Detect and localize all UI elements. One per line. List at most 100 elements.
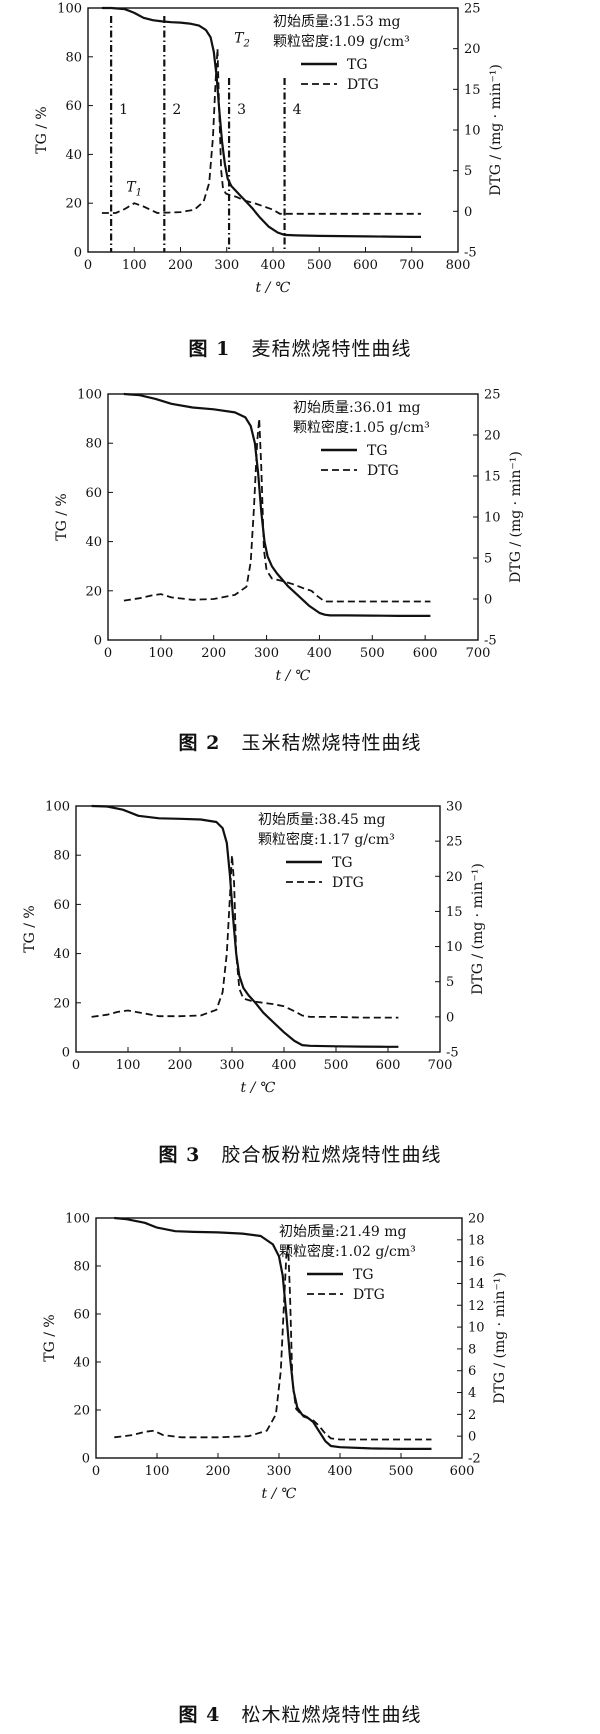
chart-4-x-tick-label: 500 [389, 1464, 414, 1479]
chart-1-x-tick-label: 800 [446, 258, 471, 273]
chart-1-y-tick-label: 40 [65, 148, 82, 163]
chart-1-y-tick-label: 20 [65, 197, 82, 212]
chart-2-y2-tick-label: 10 [484, 511, 501, 526]
chart-3-svg: 0 100 200 300 400 500 600 700 0 20 40 60 80 100 -5 0 5 10… [22, 800, 486, 1097]
chart-1-x-axis-label: t / ℃ [256, 280, 291, 296]
chart-3-y-tick-label: 60 [53, 898, 70, 913]
chart-2-y-tick-label: 80 [85, 437, 102, 452]
chart-2-y-tick-label: 60 [85, 486, 102, 501]
chart-1-x-tick-label: 400 [261, 258, 286, 273]
chart-1-svg: 0 100 200 300 400 500 600 700 800 0 20 40 60 80 100 -5 0… [34, 2, 504, 297]
chart-3-series-tg-line [91, 804, 399, 1048]
chart-3-x-tick-label: 700 [428, 1058, 453, 1073]
chart-3-x-tick-label: 200 [168, 1058, 193, 1073]
chart-1-y2-tick-label: 0 [464, 205, 472, 220]
chart-2-series-dtg-line [123, 417, 431, 603]
chart-1-x-tick-label: 600 [353, 258, 378, 273]
chart-1-peak-label-sub: 1 [136, 188, 142, 199]
chart-2-y2-tick-label: 0 [484, 593, 492, 608]
chart-1-caption-num: 图 1 [188, 338, 231, 360]
chart-4-y2-tick-label: 14 [468, 1277, 485, 1292]
chart-panel-2: 0 100 200 300 400 500 600 700 0 20 40 60 80 100 -5 0 5 10… [0, 380, 600, 790]
chart-3-y2-tick-label: 0 [446, 1010, 454, 1025]
chart-3-y2-tick-label: 20 [446, 870, 463, 885]
chart-2-y-tick-label: 100 [77, 388, 102, 403]
chart-2-legend-label-dtg: DTG [367, 463, 399, 479]
chart-4-y2-tick-label: -2 [468, 1452, 481, 1467]
chart-3-x-tick-label: 0 [72, 1058, 80, 1073]
chart-2-caption-num: 图 2 [178, 732, 221, 754]
chart-4-y2-tick-label: 6 [468, 1364, 476, 1379]
chart-2-y-tick-label: 0 [94, 634, 102, 649]
chart-1-y-tick-label: 80 [65, 50, 82, 65]
chart-3-y-tick-label: 20 [53, 996, 70, 1011]
chart-panel-3: 0 100 200 300 400 500 600 700 0 20 40 60 80 100 -5 0 5 10… [0, 790, 600, 1200]
chart-1-y2-tick-label: 5 [464, 164, 472, 179]
chart-3-y2-tick-label: 15 [446, 905, 463, 920]
chart-1-y2-tick-label: 15 [464, 83, 481, 98]
chart-2-x-tick-label: 200 [201, 646, 226, 661]
chart-1-peak-label: T1 [126, 180, 142, 199]
chart-2-y-axis-label: TG / % [54, 493, 70, 540]
chart-2-annotation: 颗粒密度:1.05 g/cm³ [293, 419, 430, 436]
chart-1-y-tick-label: 60 [65, 99, 82, 114]
chart-1-x-tick-label: 300 [214, 258, 239, 273]
chart-4-y2-tick-label: 0 [468, 1430, 476, 1445]
chart-3-y-axis-label: TG / % [22, 905, 38, 952]
chart-1-x-tick-label: 100 [122, 258, 147, 273]
chart-1-y2-tick-label: 25 [464, 2, 481, 17]
chart-1-peak-label: T2 [234, 31, 250, 50]
chart-1-y2-axis-label: DTG / (mg · min⁻¹) [488, 64, 504, 196]
chart-3-series-dtg-line [91, 854, 399, 1019]
chart-2-legend-label-tg: TG [367, 443, 388, 459]
chart-2-caption: 图 2 玉米秸燃烧特性曲线 [0, 728, 600, 755]
chart-4-x-tick-label: 300 [267, 1464, 292, 1479]
chart-2-y2-tick-label: 15 [484, 470, 501, 485]
chart-4-y2-tick-label: 18 [468, 1233, 485, 1248]
chart-2-y-tick-label: 40 [85, 535, 102, 550]
chart-1-legend-label-dtg: DTG [347, 77, 379, 93]
chart-4-annotation: 初始质量:21.49 mg [279, 1223, 407, 1240]
chart-3-x-tick-label: 100 [116, 1058, 141, 1073]
chart-1-annotation: 颗粒密度:1.09 g/cm³ [273, 33, 410, 50]
chart-3-y2-tick-label: 5 [446, 975, 454, 990]
chart-3-plot-frame [75, 805, 441, 1053]
chart-3-x-tick-label: 400 [272, 1058, 297, 1073]
chart-2-caption-text: 玉米秸燃烧特性曲线 [241, 732, 422, 754]
chart-3-y2-tick-label: -5 [446, 1046, 459, 1061]
chart-1-series-dtg-line [101, 47, 421, 215]
chart-4-y2-tick-label: 16 [468, 1255, 485, 1270]
chart-3-caption: 图 3 胶合板粉粒燃烧特性曲线 [0, 1140, 600, 1167]
chart-4-y-tick-label: 0 [82, 1452, 90, 1467]
chart-2-x-tick-label: 600 [413, 646, 438, 661]
chart-2-x-tick-label: 0 [104, 646, 112, 661]
chart-3-legend-label-dtg: DTG [332, 875, 364, 891]
chart-4-series-dtg-line [114, 1244, 432, 1441]
chart-3-y2-tick-label: 25 [446, 835, 463, 850]
chart-3-y-tick-label: 0 [62, 1046, 70, 1061]
chart-1-x-tick-label: 0 [84, 258, 92, 273]
chart-2-y2-tick-label: 5 [484, 552, 492, 567]
chart-1-y2-tick-label: 10 [464, 124, 481, 139]
chart-4-legend-label-dtg: DTG [353, 1287, 385, 1303]
chart-4-y-tick-label: 40 [73, 1356, 90, 1371]
chart-3-x-axis-label: t / ℃ [241, 1080, 276, 1096]
chart-4-series-tg-line [114, 1216, 432, 1450]
chart-2-svg: 0 100 200 300 400 500 600 700 0 20 40 60 80 100 -5 0 5 10… [54, 388, 524, 685]
chart-3-x-tick-label: 600 [376, 1058, 401, 1073]
chart-1-legend-label-tg: TG [347, 57, 368, 73]
chart-1-y-tick-label: 0 [74, 246, 82, 261]
chart-4-y-tick-label: 80 [73, 1260, 90, 1275]
chart-1-x-tick-label: 500 [307, 258, 332, 273]
chart-4-x-tick-label: 100 [145, 1464, 170, 1479]
chart-3-y2-tick-label: 30 [446, 800, 463, 815]
chart-1-series-tg-line [101, 6, 421, 238]
chart-1-y-tick-label: 100 [57, 2, 82, 17]
chart-1-region-label: 2 [172, 102, 181, 118]
chart-2-x-tick-label: 100 [148, 646, 173, 661]
chart-3-x-tick-label: 500 [324, 1058, 349, 1073]
chart-4-y-axis-label: TG / % [42, 1314, 58, 1361]
chart-2-y-tick-label: 20 [85, 584, 102, 599]
chart-1-y-axis-label: TG / % [34, 106, 50, 153]
chart-3-y-tick-label: 100 [45, 800, 70, 815]
